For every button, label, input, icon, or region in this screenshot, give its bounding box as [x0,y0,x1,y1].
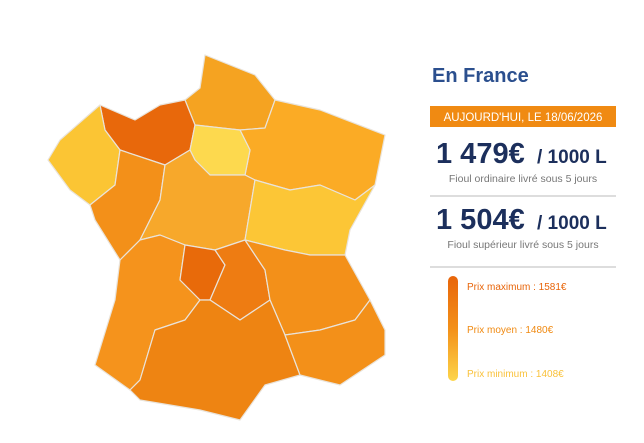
region [184,54,276,131]
price-unit: / 1000 L [537,147,607,168]
legend-avg: Prix moyen : 1480€ [467,325,554,336]
price: 1 504€ [436,204,525,236]
date-banner: AUJOURD'HUI, LE 18/06/2026 [444,112,603,124]
france-map [47,54,386,421]
region [284,299,386,386]
title: En France [432,65,529,87]
price-description: Fioul ordinaire livré sous 5 jours [449,173,597,185]
price: 1 479€ [436,138,525,170]
price-unit: / 1000 L [537,213,607,234]
price-description: Fioul supérieur livré sous 5 jours [447,239,598,251]
date-banner-bg [430,106,616,127]
legend-scale [448,276,458,381]
legend-max: Prix maximum : 1581€ [467,282,567,293]
legend-min: Prix minimum : 1408€ [467,369,564,380]
